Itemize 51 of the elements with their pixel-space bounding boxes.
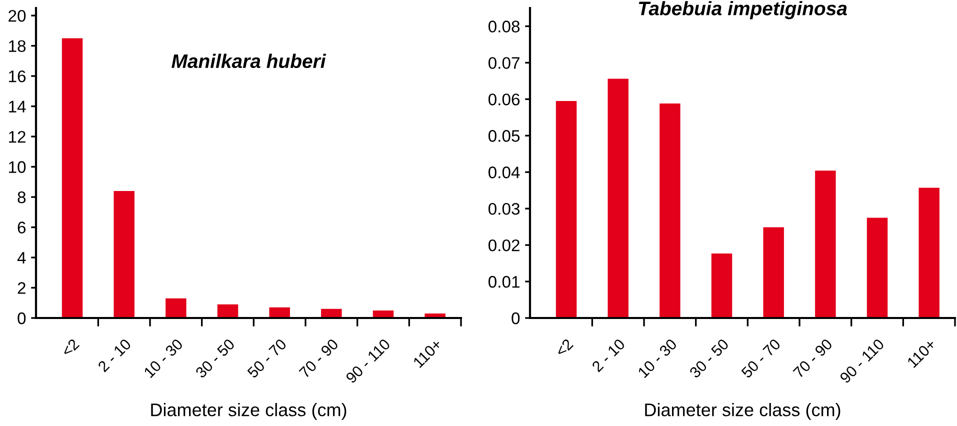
chart-title: Tabebuia impetiginosa (638, 1, 847, 20)
y-tick-label: 8 (18, 191, 26, 204)
x-tick-label: 10 - 30 (143, 338, 184, 378)
y-tick-label: 16 (9, 70, 26, 82)
bar (711, 253, 732, 318)
bar (918, 188, 940, 318)
text: Manilkara huberi (172, 54, 326, 68)
y-tick-label: 0.01 (488, 276, 520, 288)
bar (217, 304, 238, 318)
bar (166, 298, 186, 318)
x-axis-title: Diameter size class (cm) (151, 403, 346, 420)
y-tick-label: 6 (18, 222, 26, 234)
bar (62, 38, 83, 318)
y-tick-label: 0.04 (488, 166, 520, 178)
y-tick-label: 0.03 (488, 202, 520, 215)
x-tick-label: <2 (60, 338, 80, 358)
x-tick-label: 30 - 50 (194, 338, 236, 379)
y-tick-label: 0.05 (488, 130, 520, 142)
x-tick-label: <2 (554, 338, 574, 358)
x-tick-label: 90 - 110 (839, 338, 885, 384)
y-tick-label: 0.06 (488, 94, 520, 106)
y-tick-label: 2 (18, 282, 26, 294)
bar (866, 218, 888, 318)
x-tick-label: 2 - 10 (97, 338, 132, 372)
bar (269, 307, 290, 318)
y-tick-label: 0.07 (488, 57, 520, 69)
y-tick-label: 0.08 (488, 20, 520, 32)
y-tick-label: 18 (9, 40, 26, 52)
y-tick-label: 0.02 (488, 239, 520, 252)
bar (815, 170, 836, 318)
y-tick-label: 12 (9, 130, 26, 143)
bar (660, 104, 680, 318)
x-tick-label: 50 - 70 (740, 338, 782, 379)
y-tick-label: 0 (18, 312, 26, 324)
x-tick-label: 70 - 90 (792, 338, 833, 378)
x-tick-label: 70 - 90 (298, 338, 339, 378)
bar (763, 227, 784, 318)
x-axis-title: Diameter size class (cm) (645, 403, 840, 420)
x-tick-label: 2 - 10 (591, 338, 626, 372)
y-tick-label: 0 (512, 312, 520, 324)
y-tick-label: 10 (9, 161, 26, 173)
x-tick-label: 50 - 70 (246, 338, 288, 379)
x-tick-label: 10 - 30 (637, 338, 678, 378)
x-tick-label: 30 - 50 (688, 338, 730, 379)
bar (608, 78, 628, 318)
x-tick-label: 90 - 110 (345, 338, 391, 384)
bar (556, 101, 577, 318)
bar (114, 190, 134, 318)
y-tick-label: 4 (17, 252, 26, 264)
y-tick-label: 20 (8, 10, 26, 22)
y-tick-label: 14 (9, 100, 26, 112)
